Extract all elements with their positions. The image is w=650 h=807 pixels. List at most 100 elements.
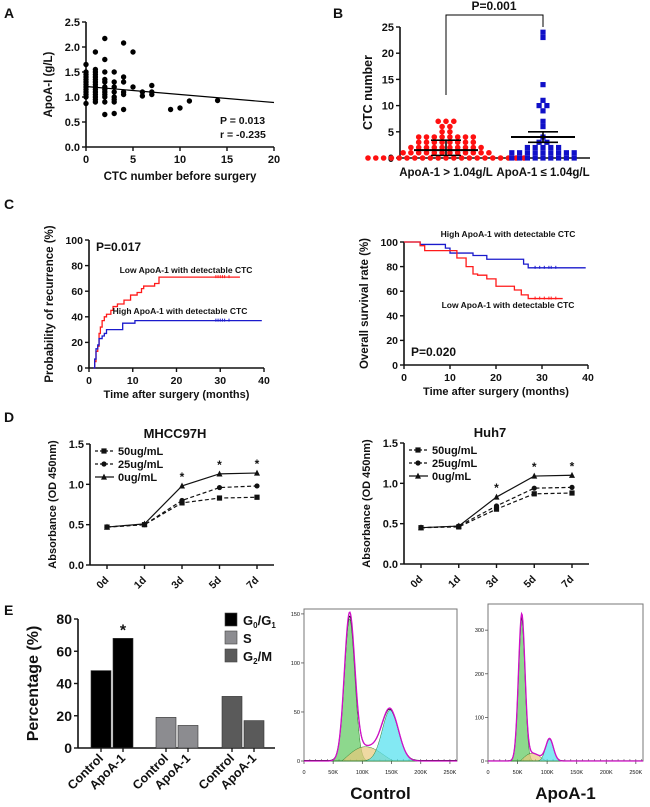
data-point	[470, 149, 477, 156]
data-point	[548, 144, 554, 151]
r-value-annotation: r = -0.235	[220, 129, 266, 141]
y-tick-label: 0.0	[65, 142, 80, 154]
data-point	[111, 89, 117, 95]
legend-label: 50ug/mL	[432, 445, 478, 457]
y-tick-label: 20	[56, 708, 72, 724]
y-tick-label: 0	[77, 363, 83, 375]
data-point	[509, 155, 515, 161]
y-tick-label: 1.0	[69, 479, 84, 491]
data-point	[439, 129, 445, 135]
data-point	[427, 155, 434, 161]
y-tick-label: 0.5	[65, 117, 80, 129]
series-label: High ApoA-1 with detectable CTC	[441, 229, 576, 239]
y-axis-label: Probability of recurrence (%)	[44, 225, 56, 382]
marker-square	[415, 447, 421, 453]
x-tick-label: 10	[174, 154, 186, 166]
category-label: ApoA-1 ≤ 1.04g/L	[496, 167, 589, 179]
x-tick-label: 40	[582, 372, 594, 384]
legend-label: G0/G1	[243, 613, 276, 630]
bar	[243, 720, 265, 749]
data-point	[474, 155, 481, 161]
marker-circle	[493, 503, 500, 509]
marker-square	[216, 495, 223, 501]
panel-label-e: E	[4, 602, 13, 618]
x-tick-label: 200K	[600, 770, 613, 776]
data-point	[404, 155, 410, 161]
data-point	[563, 150, 569, 156]
y-tick-label: 0	[392, 360, 398, 372]
data-point	[177, 105, 183, 111]
data-point	[408, 144, 414, 151]
marker-triangle	[569, 471, 575, 478]
y-axis-label: Absorbance (OD 450nm)	[47, 440, 59, 569]
y-axis-label: Percentage (%)	[25, 626, 42, 742]
y-axis-label: Absorbance (OD 450nm)	[361, 439, 373, 568]
data-point	[400, 149, 406, 156]
series-label: Low ApoA-1 with detectable CTC	[442, 300, 575, 310]
marker-triangle	[104, 523, 110, 530]
marker-square	[569, 490, 575, 496]
y-tick-label: 1.5	[383, 438, 398, 450]
data-point	[408, 149, 414, 156]
marker-triangle	[455, 522, 462, 529]
x-tick-label: 30	[214, 375, 226, 387]
control-histogram: 0 50 100 150 0 50K 100K 150K 200K 250K Control	[291, 608, 458, 803]
data-point	[556, 150, 562, 156]
data-point	[571, 150, 577, 156]
y-tick-label: 15	[382, 74, 394, 86]
data-point	[443, 118, 449, 125]
x-tick-label: 7d	[244, 574, 261, 591]
legend-subscript: 2	[253, 657, 258, 666]
series-line	[106, 485, 258, 528]
data-point	[454, 144, 461, 151]
x-tick-label: 150K	[385, 770, 398, 776]
legend-main: S	[243, 631, 252, 646]
plot-frame	[487, 603, 644, 762]
x-tick-label: 5d	[522, 573, 539, 590]
marker-triangle	[415, 472, 421, 479]
chart-title: MHCC97H	[144, 426, 207, 441]
y-tick-label: 0	[481, 759, 484, 765]
x-axis-label: CTC number before surgery	[104, 171, 257, 183]
significance-star: *	[180, 470, 185, 484]
data-point	[139, 93, 146, 99]
data-point	[540, 97, 546, 103]
significance-star: *	[255, 457, 260, 471]
data-point	[130, 49, 136, 55]
km-curve	[404, 241, 586, 269]
data-point	[482, 155, 488, 161]
model-fit-line	[304, 611, 457, 762]
data-point	[532, 144, 538, 151]
legend-sep: /G	[258, 613, 272, 628]
data-point	[439, 144, 445, 151]
panel-d-mhcc97h: 0.0 0.5 1.0 1.5 Absorbance (OD 450nm) 0d 1d 3d 5…	[47, 426, 274, 591]
data-point	[415, 144, 422, 151]
data-point	[102, 56, 108, 63]
y-tick-label: 40	[71, 312, 83, 324]
significance-star: *	[494, 481, 499, 495]
y-tick-label: 1.0	[383, 478, 398, 490]
x-tick-label: 20	[171, 375, 183, 387]
data-point	[470, 139, 477, 146]
data-point	[92, 66, 99, 73]
y-tick-label: 20	[71, 337, 83, 349]
p-value-annotation: P=0.020	[411, 345, 456, 359]
legend-label: 0ug/mL	[432, 471, 471, 483]
km-curve	[93, 319, 262, 369]
data-point	[563, 155, 569, 161]
x-tick-label: 15	[221, 154, 233, 166]
panel-d-huh7: 0.0 0.5 1.0 1.5 Absorbance (OD 450nm) 0d 1d 3d 5…	[361, 425, 589, 590]
significance-star: *	[120, 622, 127, 639]
data-point	[423, 144, 430, 151]
data-point	[556, 144, 562, 151]
data-point	[120, 79, 127, 85]
data-point	[431, 149, 438, 156]
data-point	[431, 134, 438, 140]
data-point	[466, 155, 473, 161]
bar	[155, 717, 177, 749]
y-tick-label: 80	[386, 261, 398, 273]
x-tick-label: 0	[83, 154, 89, 166]
data-point	[536, 103, 542, 109]
legend-sep: /M	[258, 649, 272, 664]
